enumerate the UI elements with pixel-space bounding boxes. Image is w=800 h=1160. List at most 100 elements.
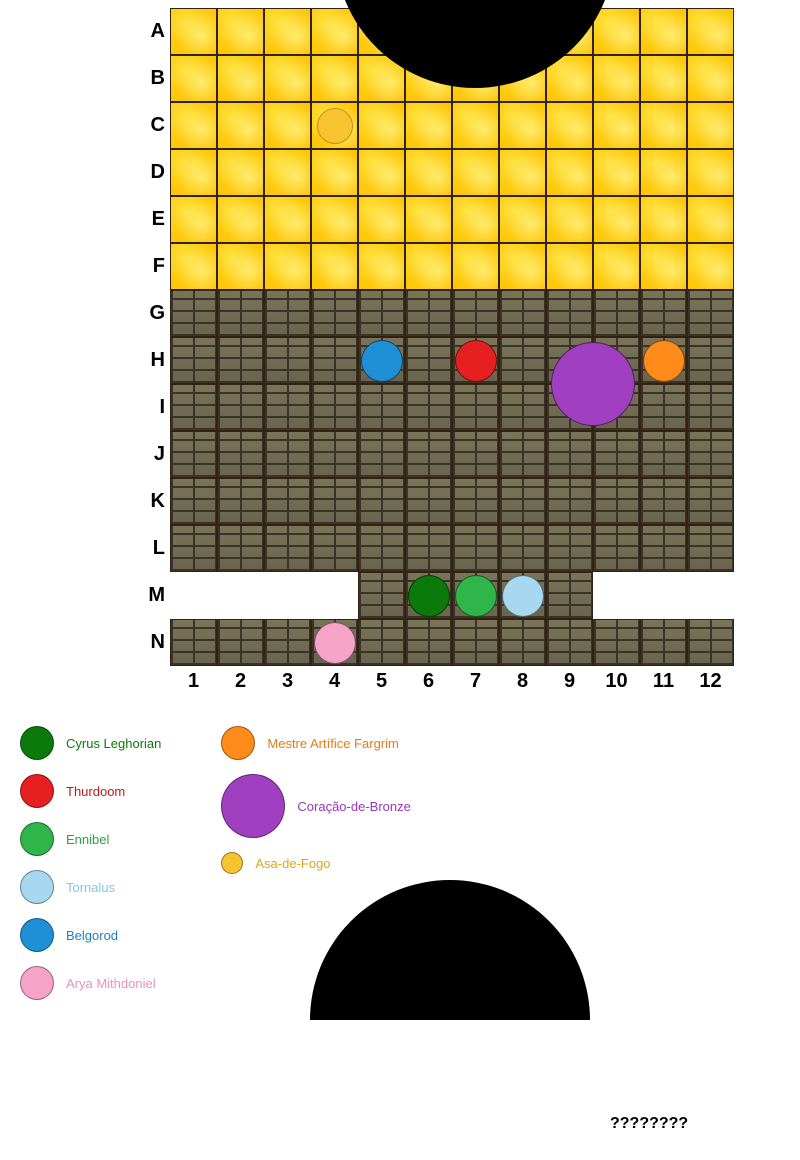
footer-question: ???????? [610, 1115, 688, 1133]
cell-E7 [452, 196, 499, 243]
cell-N9 [546, 619, 593, 666]
row-label-B: B [140, 55, 165, 102]
row-label-H: H [140, 337, 165, 384]
tornalus-map[interactable] [502, 575, 544, 617]
cell-J6 [405, 431, 452, 478]
cell-G2 [217, 290, 264, 337]
cell-K1 [170, 478, 217, 525]
col-label-2: 2 [217, 670, 264, 693]
cell-F6 [405, 243, 452, 290]
legend-label-fargrim: Mestre Artífice Fargrim [267, 736, 398, 751]
cell-L5 [358, 525, 405, 572]
cell-C3 [264, 102, 311, 149]
cell-A2 [217, 8, 264, 55]
fargrim-map[interactable] [643, 340, 685, 382]
cell-D5 [358, 149, 405, 196]
coracao-map[interactable] [551, 342, 635, 426]
cell-N11 [640, 619, 687, 666]
cell-A11 [640, 8, 687, 55]
row-labels: ABCDEFGHIJKLMN [140, 8, 165, 666]
legend-swatch-coracao [221, 774, 285, 838]
legend-item-cyrus: Cyrus Leghorian [20, 726, 161, 760]
legend-item-belgorod: Belgorod [20, 918, 161, 952]
cell-E9 [546, 196, 593, 243]
cell-K11 [640, 478, 687, 525]
thurdoom-map[interactable] [455, 340, 497, 382]
legend-item-asadefogo: Asa-de-Fogo [221, 852, 410, 874]
cell-C2 [217, 102, 264, 149]
cell-I5 [358, 384, 405, 431]
cell-E11 [640, 196, 687, 243]
col-labels: 123456789101112 [170, 670, 734, 693]
cell-B3 [264, 55, 311, 102]
cell-K3 [264, 478, 311, 525]
cell-F4 [311, 243, 358, 290]
cell-L9 [546, 525, 593, 572]
cell-F5 [358, 243, 405, 290]
cell-K7 [452, 478, 499, 525]
cell-J1 [170, 431, 217, 478]
legend-label-coracao: Coração-de-Bronze [297, 799, 410, 814]
cyrus-map[interactable] [408, 575, 450, 617]
cell-M11 [640, 572, 687, 619]
cell-I2 [217, 384, 264, 431]
cell-N10 [593, 619, 640, 666]
cell-A10 [593, 8, 640, 55]
legend-label-cyrus: Cyrus Leghorian [66, 736, 161, 751]
cell-G3 [264, 290, 311, 337]
cell-J10 [593, 431, 640, 478]
cell-J9 [546, 431, 593, 478]
cell-K2 [217, 478, 264, 525]
cell-F7 [452, 243, 499, 290]
footer-hole [310, 880, 590, 1160]
cell-G4 [311, 290, 358, 337]
col-label-1: 1 [170, 670, 217, 693]
cell-J11 [640, 431, 687, 478]
cell-M3 [264, 572, 311, 619]
cell-H1 [170, 337, 217, 384]
cell-L7 [452, 525, 499, 572]
cell-B12 [687, 55, 734, 102]
cell-F9 [546, 243, 593, 290]
belgorod-map[interactable] [361, 340, 403, 382]
cell-C10 [593, 102, 640, 149]
cell-N7 [452, 619, 499, 666]
cell-B1 [170, 55, 217, 102]
grid [170, 8, 734, 666]
cell-C12 [687, 102, 734, 149]
cell-L1 [170, 525, 217, 572]
col-label-4: 4 [311, 670, 358, 693]
cell-G9 [546, 290, 593, 337]
legend-item-coracao: Coração-de-Bronze [221, 774, 410, 838]
cell-F3 [264, 243, 311, 290]
ennibel-map[interactable] [455, 575, 497, 617]
cell-J12 [687, 431, 734, 478]
asa-de-fogo-map[interactable] [317, 108, 353, 144]
row-label-A: A [140, 8, 165, 55]
cell-G8 [499, 290, 546, 337]
legend-item-ennibel: Ennibel [20, 822, 161, 856]
legend-swatch-cyrus [20, 726, 54, 760]
legend-label-asadefogo: Asa-de-Fogo [255, 856, 330, 871]
cell-C1 [170, 102, 217, 149]
cell-N1 [170, 619, 217, 666]
cell-C6 [405, 102, 452, 149]
cell-C9 [546, 102, 593, 149]
cell-G7 [452, 290, 499, 337]
cell-F12 [687, 243, 734, 290]
cell-A12 [687, 8, 734, 55]
legend-label-thurdoom: Thurdoom [66, 784, 125, 799]
cell-L4 [311, 525, 358, 572]
cell-M9 [546, 572, 593, 619]
cell-B10 [593, 55, 640, 102]
cell-F10 [593, 243, 640, 290]
cell-M4 [311, 572, 358, 619]
legend-left-column: Cyrus LeghorianThurdoomEnnibelTornalusBe… [20, 726, 161, 1000]
row-label-C: C [140, 102, 165, 149]
battle-map: ABCDEFGHIJKLMN 123456789101112 [170, 8, 800, 666]
arya-map[interactable] [314, 622, 356, 664]
cell-C5 [358, 102, 405, 149]
row-label-G: G [140, 290, 165, 337]
cell-J4 [311, 431, 358, 478]
col-label-11: 11 [640, 670, 687, 693]
